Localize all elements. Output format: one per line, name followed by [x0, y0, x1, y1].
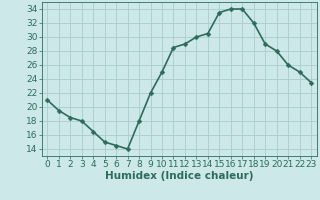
- X-axis label: Humidex (Indice chaleur): Humidex (Indice chaleur): [105, 171, 253, 181]
